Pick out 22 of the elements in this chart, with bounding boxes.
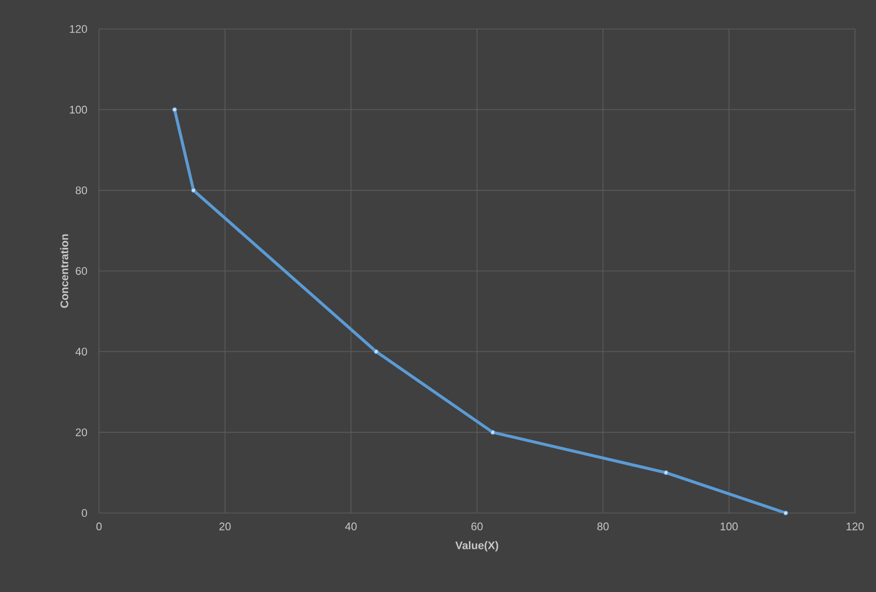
point — [783, 510, 788, 516]
y-tick-label: 80 — [76, 186, 88, 194]
y-tick-label: 100 — [70, 106, 88, 114]
point — [490, 430, 496, 435]
x-tick-label: 60 — [471, 522, 483, 530]
x-tick-label: 80 — [597, 522, 609, 530]
y-tick-label: 60 — [76, 267, 88, 275]
point — [191, 188, 196, 193]
point — [374, 349, 379, 354]
point — [664, 470, 668, 476]
x-axis-title: Value(X) — [455, 541, 498, 552]
y-tick-label: 40 — [75, 348, 88, 356]
x-tick-label: 100 — [720, 522, 738, 530]
point — [172, 107, 178, 112]
x-tick-label: 40 — [345, 522, 357, 530]
x-tick-label: 20 — [219, 522, 231, 530]
y-tick-label: 20 — [76, 428, 88, 436]
y-tick-label: 120 — [70, 25, 88, 33]
y-axis-title: Concentration — [60, 234, 68, 308]
x-tick-label: 120 — [846, 522, 864, 530]
y-tick-label: 0 — [82, 509, 88, 517]
x-tick-label: 0 — [96, 522, 102, 530]
